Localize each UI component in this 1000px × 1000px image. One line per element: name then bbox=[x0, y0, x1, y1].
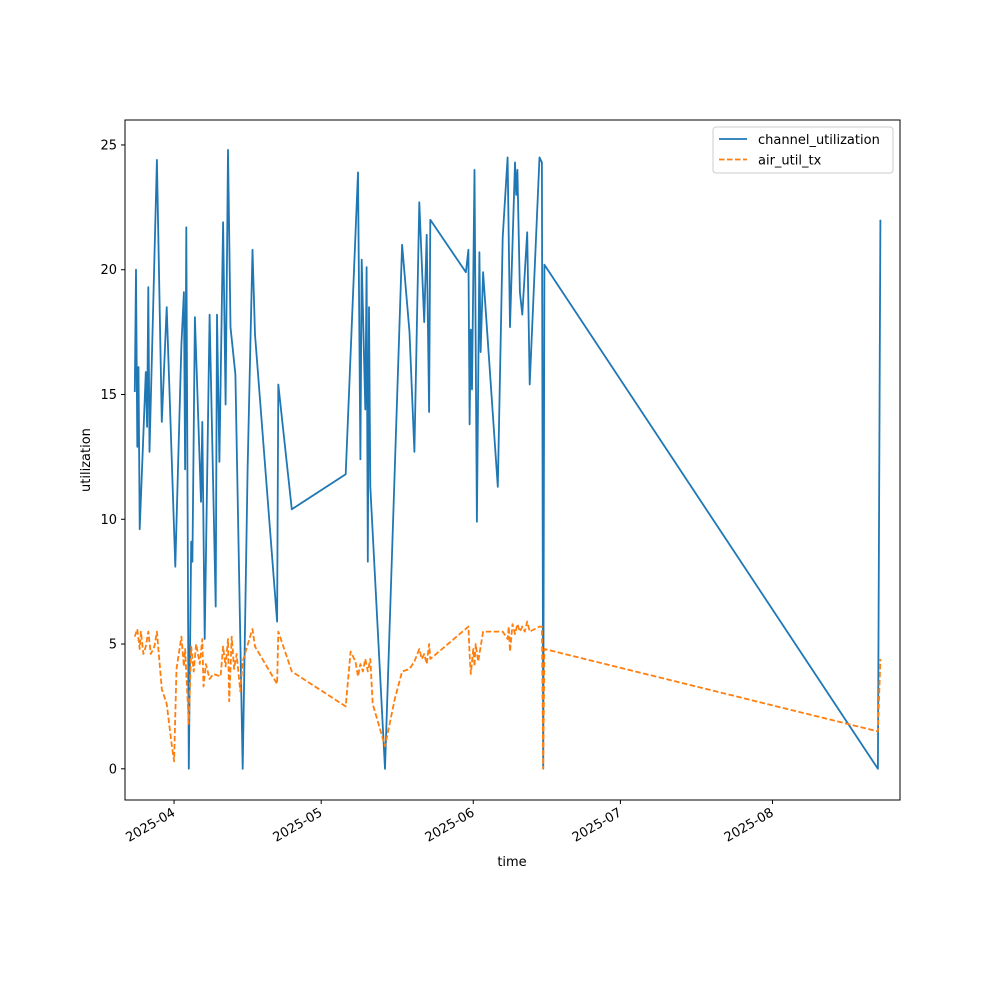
series-line-air-util-tx bbox=[133, 620, 882, 770]
y-axis: 0 5 10 15 20 25 bbox=[100, 138, 125, 777]
y-axis-label: utilization bbox=[79, 428, 94, 492]
x-tick-label: 2025-05 bbox=[271, 805, 326, 845]
y-tick-label: 10 bbox=[100, 513, 117, 528]
legend: channel_utilization air_util_tx bbox=[712, 126, 894, 174]
x-tick-label: 2025-07 bbox=[570, 805, 625, 845]
x-tick-label: 2025-06 bbox=[423, 805, 478, 845]
plot-frame bbox=[124, 119, 901, 801]
series-line-channel-utilization bbox=[133, 149, 882, 770]
legend-box bbox=[712, 126, 894, 174]
y-tick-label: 5 bbox=[109, 638, 117, 653]
y-tick-label: 15 bbox=[100, 388, 117, 403]
x-tick-label: 2025-08 bbox=[722, 805, 777, 845]
y-tick-label: 20 bbox=[100, 263, 117, 278]
x-tick-label: 2025-04 bbox=[124, 805, 179, 845]
y-tick-label: 25 bbox=[100, 138, 117, 153]
x-axis-label: time bbox=[497, 855, 526, 870]
x-axis: 2025-04 2025-05 2025-06 2025-07 2025-08 bbox=[124, 800, 777, 846]
legend-label: channel_utilization bbox=[758, 133, 880, 148]
y-tick-label: 0 bbox=[109, 762, 117, 777]
plot-lines bbox=[133, 149, 882, 770]
legend-label: air_util_tx bbox=[758, 154, 822, 169]
